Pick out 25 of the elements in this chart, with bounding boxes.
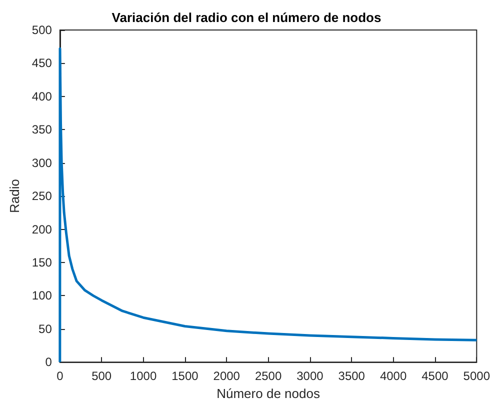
- x-tick-label: 2500: [254, 369, 282, 384]
- x-tick-label: 1500: [172, 369, 199, 384]
- y-tick-label: 400: [32, 89, 52, 104]
- chart-title: Variación del radio con el número de nodos: [112, 10, 382, 25]
- x-tick-label: 0: [56, 369, 64, 384]
- x-tick-label: 3000: [296, 369, 324, 384]
- y-tick-label: 350: [32, 122, 52, 137]
- y-tick-label: 50: [38, 322, 52, 336]
- x-tick-label: 1000: [130, 369, 157, 384]
- y-tick-label: 250: [32, 189, 52, 204]
- x-tick-label: 3500: [338, 369, 366, 384]
- x-tick-label: 4000: [380, 369, 407, 384]
- y-axis-title: Radio: [7, 179, 22, 214]
- y-tick-label: 300: [32, 156, 52, 170]
- x-tick-label: 5000: [463, 369, 490, 384]
- x-axis-title: Número de nodos: [216, 386, 320, 401]
- y-tick-label: 0: [45, 355, 52, 370]
- x-tick-label: 500: [92, 369, 112, 384]
- y-tick-label: 500: [32, 23, 52, 37]
- y-tick-label: 200: [32, 222, 52, 236]
- y-tick-label: 100: [32, 288, 52, 303]
- x-tick-label: 2000: [213, 369, 240, 384]
- y-tick-label: 150: [32, 255, 52, 270]
- x-tick-label: 4500: [422, 369, 449, 384]
- y-tick-label: 450: [32, 56, 52, 70]
